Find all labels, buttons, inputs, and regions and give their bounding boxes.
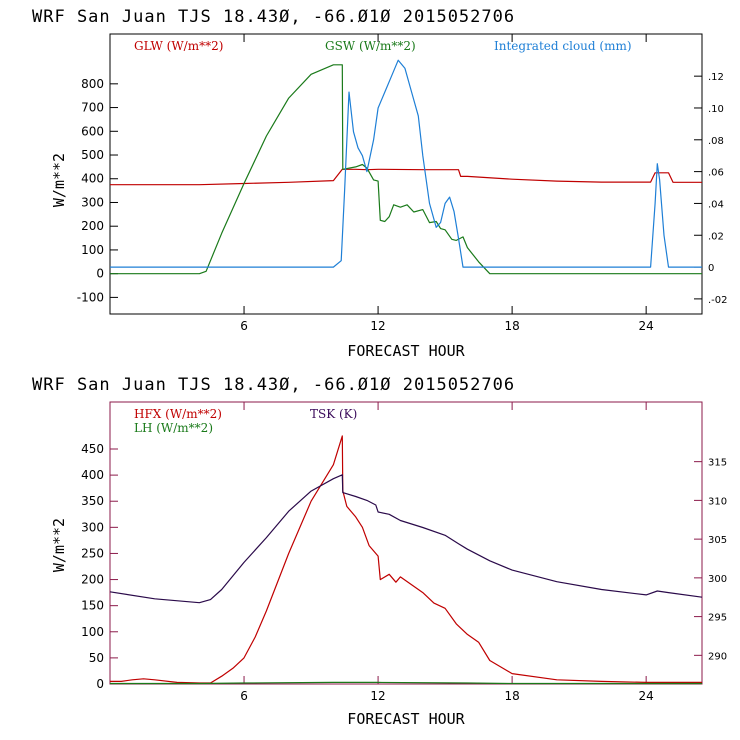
top-y-axis-label: W/m**2 [50,153,68,207]
bottom-y-tick-label: 250 [81,546,104,560]
bottom-plot-frame [109,401,703,685]
bottom-y-tick-label: 300 [81,520,104,534]
top-series-line-integrated [110,59,702,268]
top-y-tick-label: 800 [81,77,104,91]
top-y-tick-label: 100 [81,243,104,257]
top-legend-cloud: Integrated cloud (mm) [494,39,632,53]
bottom-y-tick-label: 400 [81,468,104,482]
bottom-y2-tick-label: 295 [708,613,727,624]
bottom-y-tick-label: 100 [81,625,104,639]
top-chart-title: WRF San Juan TJS 18.43Ø, -66.Ø1Ø 2015052… [32,7,515,27]
bottom-series-line-lh [110,681,702,685]
bottom-y-tick-label: 150 [81,599,104,613]
top-plot-frame [109,33,703,315]
top-legend-glw: GLW (W/m**2) [134,39,223,53]
bottom-chart-title: WRF San Juan TJS 18.43Ø, -66.Ø1Ø 2015052… [32,375,515,395]
top-x-tick-label: 6 [240,319,248,333]
top-y-tick-label: 200 [81,219,104,233]
bottom-data-layer: 6 12 18 24 0 50 100 150 200 250 300 350 400 450 290 295… [81,402,727,703]
bottom-series-line-hfx [110,435,702,684]
top-y-tick-label: 700 [81,101,104,115]
top-y2-tick-label: .08 [708,136,724,147]
top-y2-tick-label: .06 [708,168,724,179]
top-x-tick-label: 24 [639,319,654,333]
bottom-x-tick-label: 6 [240,689,248,703]
top-panel: WRF San Juan TJS 18.43Ø, -66.Ø1Ø 2015052… [32,7,728,360]
top-series-line-gsw [110,64,702,275]
bottom-y2-tick-label: 315 [708,458,727,469]
top-y2-tick-label: 0 [708,263,714,274]
bottom-x-tick-label: 24 [639,689,654,703]
bottom-series-line-tsk [109,474,703,604]
bottom-y2-tick-label: 305 [708,535,727,546]
bottom-x-tick-label: 12 [370,689,385,703]
bottom-y2-tick-label: 300 [708,574,727,585]
bottom-y-axis-label: W/m**2 [50,518,68,572]
bottom-y-tick-label: 200 [81,573,104,587]
bottom-y2-tick-label: 290 [708,651,727,662]
top-y2-tick-label: .04 [708,199,724,210]
top-y-tick-label: 500 [81,148,104,162]
top-y-tick-label: 0 [96,267,104,281]
bottom-y2-tick-label: 310 [708,496,727,507]
top-series-line-glw [110,168,702,186]
top-x-axis-label: FORECAST HOUR [347,342,465,360]
bottom-y-tick-label: 0 [96,677,104,691]
top-y-tick-label: 600 [81,124,104,138]
bottom-x-axis-label: FORECAST HOUR [347,710,465,728]
bottom-panel: WRF San Juan TJS 18.43Ø, -66.Ø1Ø 2015052… [32,375,727,728]
top-y2-tick-label: .-02 [708,295,728,306]
bottom-y-tick-label: 50 [89,651,104,665]
top-legend-gsw: GSW (W/m**2) [325,39,416,53]
bottom-x-tick-label: 18 [504,689,519,703]
top-x-tick-label: 12 [370,319,385,333]
bottom-legend-lh: LH (W/m**2) [134,421,213,435]
bottom-y-tick-label: 350 [81,494,104,508]
top-y-tick-label: 400 [81,172,104,186]
top-y2-tick-label: .10 [708,104,724,115]
bottom-y-tick-label: 450 [81,442,104,456]
top-x-tick-label: 18 [504,319,519,333]
top-y-tick-label: -100 [77,290,104,304]
top-y2-tick-label: .12 [708,72,724,83]
top-data-layer: 6 12 18 24 -100 0 100 200 300 400 500 600 700 800 .-02… [77,34,728,333]
top-y2-tick-label: .02 [708,231,724,242]
bottom-legend-hfx: HFX (W/m**2) [134,407,222,421]
top-y-tick-label: 300 [81,195,104,209]
bottom-legend-tsk: TSK (K) [310,407,357,421]
